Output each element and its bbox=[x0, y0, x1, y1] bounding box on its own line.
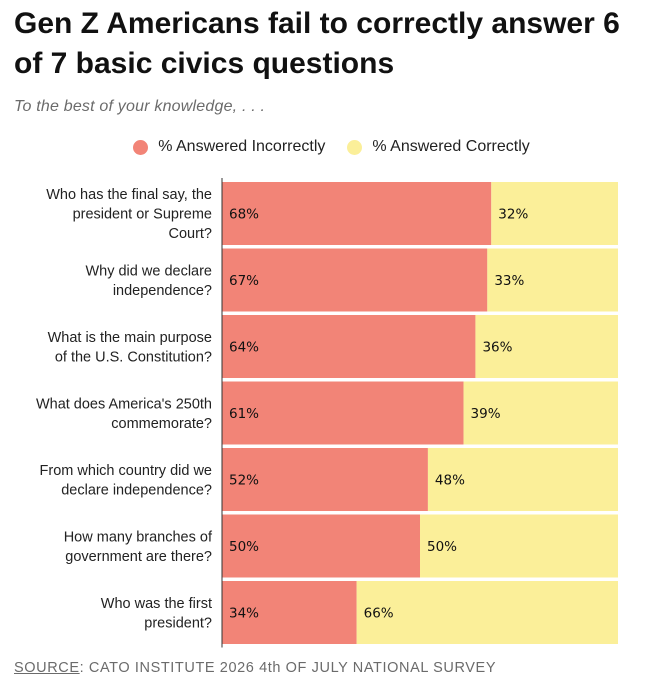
category-label: Who has the final say, the president or S… bbox=[46, 187, 212, 242]
data-label-incorrect: 50% bbox=[229, 539, 259, 555]
legend: % Answered Incorrectly % Answered Correc… bbox=[0, 136, 663, 158]
category-label: What is the main purpose of the U.S. Cons… bbox=[48, 330, 212, 366]
data-label-incorrect: 67% bbox=[229, 273, 259, 289]
legend-item-incorrect: % Answered Incorrectly bbox=[133, 138, 325, 156]
data-label-correct: 39% bbox=[471, 406, 501, 422]
legend-swatch-incorrect bbox=[133, 139, 149, 155]
category-label-line: of the U.S. Constitution? bbox=[55, 349, 212, 365]
category-label-line: president? bbox=[144, 615, 212, 631]
source-text: : CATO INSTITUTE 2026 4th OF JULY NATION… bbox=[79, 660, 497, 676]
category-label-line: president or Supreme bbox=[73, 207, 212, 223]
bar-incorrect bbox=[222, 581, 357, 644]
category-label: How many branches of government are there… bbox=[64, 529, 213, 565]
source-note: SOURCE: CATO INSTITUTE 2026 4th OF JULY … bbox=[14, 660, 496, 676]
legend-label-correct: % Answered Correctly bbox=[372, 138, 530, 155]
bar-incorrect bbox=[222, 381, 464, 445]
category-label: Why did we declare independence? bbox=[85, 263, 212, 299]
legend-swatch-correct bbox=[347, 139, 363, 155]
data-label-incorrect: 68% bbox=[229, 207, 259, 223]
category-label-line: How many branches of bbox=[64, 529, 213, 545]
legend-item-correct: % Answered Correctly bbox=[347, 138, 530, 156]
data-label-incorrect: 52% bbox=[229, 473, 259, 489]
category-label: Who was the first president? bbox=[101, 596, 212, 632]
category-label-line: independence? bbox=[113, 283, 212, 299]
data-label-correct: 50% bbox=[427, 539, 457, 555]
data-label-correct: 48% bbox=[435, 473, 465, 489]
chart-title: Gen Z Americans fail to correctly answer… bbox=[14, 7, 620, 80]
category-label-line: Court? bbox=[168, 226, 212, 242]
category-label-line: From which country did we bbox=[40, 463, 212, 479]
category-label-line: Why did we declare bbox=[85, 263, 212, 279]
legend-label-incorrect: % Answered Incorrectly bbox=[158, 138, 326, 155]
bar-incorrect bbox=[222, 315, 476, 378]
bar-correct bbox=[487, 248, 618, 312]
category-label-line: Who has the final say, the bbox=[46, 187, 212, 203]
bar-incorrect bbox=[222, 514, 420, 578]
data-label-correct: 66% bbox=[364, 606, 394, 622]
data-label-correct: 32% bbox=[498, 207, 528, 223]
category-label-line: declare independence? bbox=[61, 482, 212, 498]
data-label-incorrect: 34% bbox=[229, 606, 259, 622]
data-label-incorrect: 61% bbox=[229, 406, 259, 422]
chart-subtitle: To the best of your knowledge, . . . bbox=[14, 98, 266, 115]
data-label-correct: 36% bbox=[482, 340, 512, 356]
bar-correct bbox=[420, 514, 618, 578]
bar-incorrect bbox=[222, 182, 492, 245]
data-label-correct: 33% bbox=[494, 273, 524, 289]
source-label: SOURCE bbox=[14, 660, 80, 676]
bar-correct bbox=[463, 381, 618, 445]
data-label-incorrect: 64% bbox=[229, 340, 259, 356]
category-label: What does America's 250th commemorate? bbox=[36, 396, 212, 432]
category-label: From which country did we declare indepen… bbox=[40, 463, 212, 499]
category-label-line: What does America's 250th bbox=[36, 396, 212, 412]
bar-correct bbox=[427, 448, 618, 511]
category-label-line: commemorate? bbox=[111, 416, 212, 432]
category-label-line: Who was the first bbox=[101, 596, 212, 612]
bar-correct bbox=[491, 182, 618, 245]
stacked-bar-chart: 68% 32% Who has the final say, the presiden… bbox=[36, 178, 618, 648]
bar-correct bbox=[356, 581, 618, 644]
category-label-line: government are there? bbox=[65, 549, 212, 565]
bar-incorrect bbox=[222, 248, 488, 312]
bar-incorrect bbox=[222, 448, 428, 511]
category-label-line: What is the main purpose bbox=[48, 330, 212, 346]
bar-correct bbox=[475, 315, 618, 378]
